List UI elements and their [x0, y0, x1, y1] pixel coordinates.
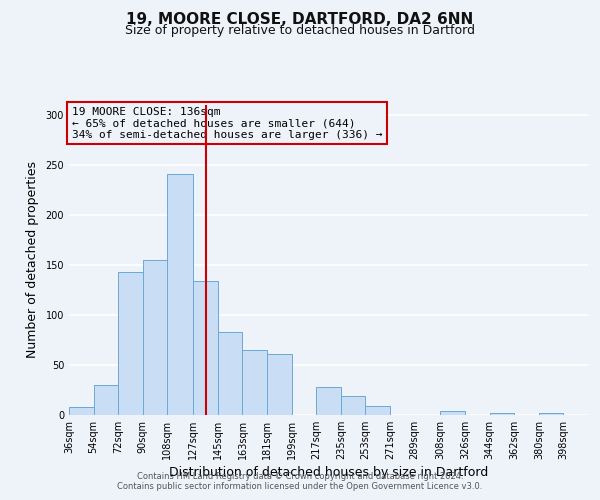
- Bar: [118, 272, 143, 415]
- X-axis label: Distribution of detached houses by size in Dartford: Distribution of detached houses by size …: [169, 466, 488, 479]
- Bar: [193, 281, 218, 415]
- Text: 19 MOORE CLOSE: 136sqm
← 65% of detached houses are smaller (644)
34% of semi-de: 19 MOORE CLOSE: 136sqm ← 65% of detached…: [71, 106, 382, 140]
- Bar: [341, 396, 365, 415]
- Bar: [316, 387, 341, 415]
- Bar: [267, 354, 292, 415]
- Bar: [365, 406, 390, 415]
- Text: Size of property relative to detached houses in Dartford: Size of property relative to detached ho…: [125, 24, 475, 37]
- Bar: [242, 350, 267, 415]
- Bar: [167, 174, 193, 415]
- Text: Contains HM Land Registry data © Crown copyright and database right 2024.: Contains HM Land Registry data © Crown c…: [137, 472, 463, 481]
- Bar: [440, 411, 465, 415]
- Bar: [539, 413, 563, 415]
- Y-axis label: Number of detached properties: Number of detached properties: [26, 162, 38, 358]
- Bar: [218, 332, 242, 415]
- Text: Contains public sector information licensed under the Open Government Licence v3: Contains public sector information licen…: [118, 482, 482, 491]
- Text: 19, MOORE CLOSE, DARTFORD, DA2 6NN: 19, MOORE CLOSE, DARTFORD, DA2 6NN: [127, 12, 473, 28]
- Bar: [143, 260, 167, 415]
- Bar: [94, 385, 118, 415]
- Bar: [69, 407, 94, 415]
- Bar: [490, 413, 514, 415]
